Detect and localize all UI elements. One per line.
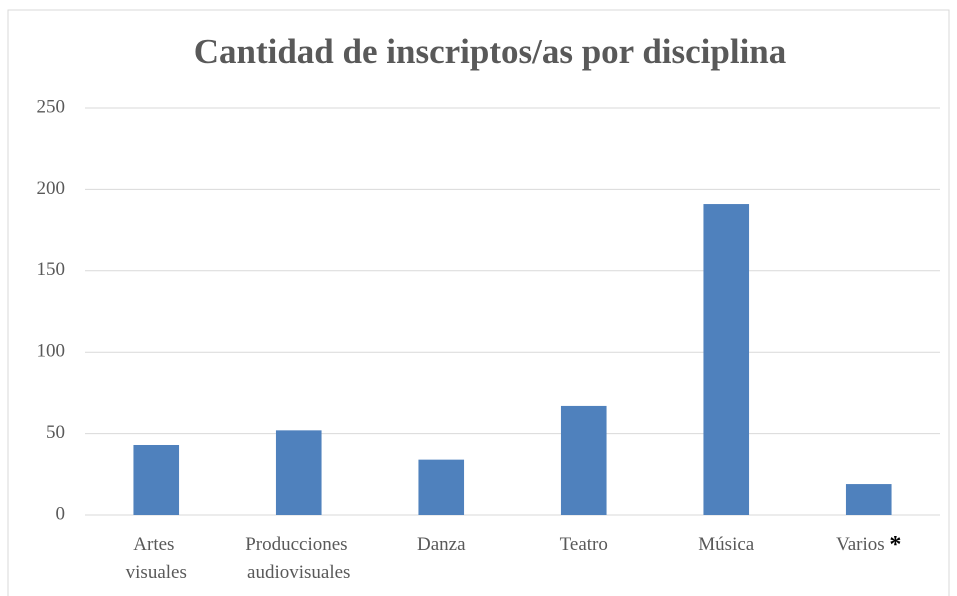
label-part: Varios xyxy=(836,534,889,555)
label-line: Artes xyxy=(133,534,179,555)
bar xyxy=(703,204,750,515)
y-tick-label: 0 xyxy=(56,503,66,524)
y-tick-label: 50 xyxy=(46,422,65,443)
bar xyxy=(133,444,180,515)
y-tick-label: 250 xyxy=(37,96,66,117)
label-line: visuales xyxy=(126,562,187,583)
label-line: Música xyxy=(698,534,755,555)
bar xyxy=(275,430,322,515)
label-mark: * xyxy=(889,532,901,558)
y-tick-label: 200 xyxy=(37,178,66,199)
bar xyxy=(845,484,892,515)
label-line: Danza xyxy=(417,534,466,555)
x-tick-label: Teatro xyxy=(560,534,608,555)
y-tick-label: 150 xyxy=(37,259,66,280)
y-tick-label: 100 xyxy=(37,341,66,362)
x-tick-label: Producciones audiovisuales xyxy=(245,534,352,583)
x-tick-label: Varios * xyxy=(836,532,901,558)
bar xyxy=(560,405,607,515)
x-tick-label: Música xyxy=(698,534,755,555)
chart-title: Cantidad de inscriptos/as por disciplina xyxy=(194,32,787,71)
x-tick-label: Danza xyxy=(417,534,466,555)
label-line: Producciones xyxy=(245,534,352,555)
label-line: audiovisuales xyxy=(247,562,350,583)
x-tick-label: Artes visuales xyxy=(126,534,187,583)
label-line: Teatro xyxy=(560,534,608,555)
bar xyxy=(418,459,465,515)
